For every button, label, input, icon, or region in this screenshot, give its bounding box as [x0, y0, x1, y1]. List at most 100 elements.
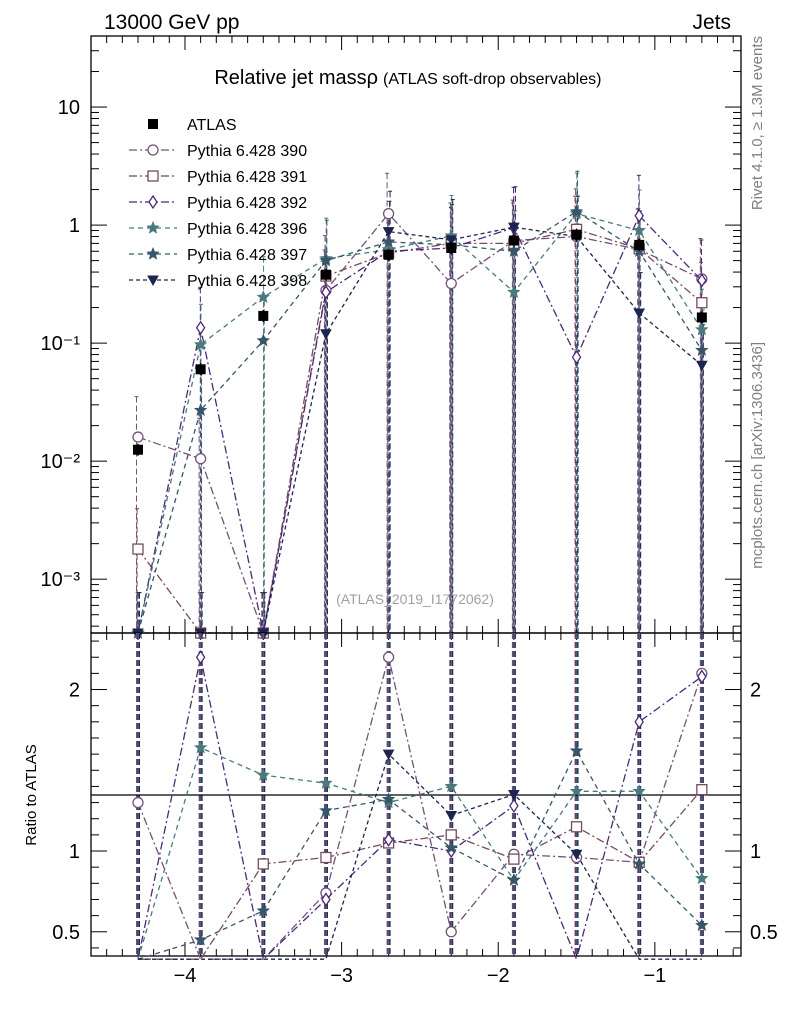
- marker-star: [193, 740, 208, 754]
- marker-star: [695, 918, 709, 932]
- marker-data: [195, 364, 206, 375]
- mcplots-label: mcplots.cern.ch [arXiv:1306.3436]: [749, 342, 766, 569]
- x-tick-labels: −4 −3 −2 −1: [174, 965, 667, 987]
- watermark: (ATLAS_2019_I1772062): [336, 591, 494, 607]
- marker-square: [257, 858, 269, 870]
- ratio-line: [138, 752, 702, 960]
- marker-diamond: [148, 194, 158, 210]
- marker-star: [381, 234, 396, 248]
- ratio-plot: 0.5 0.5 1 1 2 2 Ratio to ATLAS: [23, 632, 778, 962]
- main-plot: 10⁻³ 10⁻² 10⁻¹ 1 10 Relative jet massρ (ATLA…: [41, 35, 742, 641]
- marker-diamond: [697, 273, 707, 288]
- marker-star: [319, 253, 333, 267]
- marker-triangle: [320, 329, 332, 340]
- marker-star: [256, 903, 270, 917]
- marker-star: [569, 784, 584, 797]
- ratio-tick-label: 2: [750, 680, 761, 702]
- marker-star: [193, 337, 208, 351]
- marker-star: [632, 856, 646, 870]
- marker-circle: [194, 453, 207, 465]
- marker-star: [507, 285, 521, 298]
- y-tick-label: 10⁻³: [41, 569, 81, 591]
- legend-label: Pythia 6.428 391: [187, 169, 307, 186]
- ratio-line: [137, 746, 703, 960]
- marker-star: [146, 220, 160, 234]
- marker-triangle: [147, 275, 159, 287]
- legend: ATLAS Pythia 6.428 390 Pythia 6.428 391 Pyt…: [129, 117, 307, 290]
- marker-star: [632, 223, 646, 237]
- ratio-tick-label: 1: [750, 841, 761, 863]
- marker-square: [320, 851, 332, 864]
- x-tick-label: −2: [487, 965, 510, 987]
- atlas-data-points: [132, 228, 707, 456]
- marker-square: [508, 853, 520, 865]
- marker-diamond: [634, 714, 644, 729]
- marker-data: [383, 249, 394, 260]
- marker-triangle: [570, 849, 583, 861]
- legend-label: Pythia 6.428 390: [187, 143, 307, 160]
- marker-diamond: [383, 832, 394, 847]
- marker-circle: [445, 277, 457, 290]
- marker-data: [508, 235, 519, 246]
- marker-diamond: [195, 650, 206, 665]
- marker-star: [256, 290, 270, 303]
- series-line: [137, 212, 703, 636]
- marker-star: [256, 333, 270, 347]
- y-tick-label: 10⁻¹: [41, 333, 81, 355]
- marker-circle: [132, 796, 144, 809]
- series-line: [137, 214, 703, 634]
- rivet-label: Rivet 4.1.0, ≥ 1.3M events: [749, 36, 766, 210]
- marker-data: [696, 312, 707, 323]
- marker-triangle: [445, 235, 458, 246]
- marker-star: [507, 244, 521, 257]
- marker-circle: [382, 651, 395, 663]
- legend-label: Pythia 6.428 398: [187, 273, 307, 290]
- marker-square: [696, 784, 708, 796]
- series-line: [137, 210, 703, 634]
- marker-data: [258, 310, 269, 321]
- main-ticks: 10⁻³ 10⁻² 10⁻¹ 1 10: [41, 35, 741, 633]
- legend-label: ATLAS: [187, 117, 237, 134]
- marker-star: [695, 322, 709, 336]
- marker-square: [132, 543, 144, 555]
- marker-star: [146, 246, 160, 260]
- marker-square: [445, 829, 457, 841]
- marker-circle: [132, 431, 144, 443]
- marker-square: [696, 297, 708, 309]
- y-tick-label: 1: [69, 215, 80, 237]
- marker-star: [319, 803, 333, 817]
- marker-star: [695, 343, 709, 356]
- marker-data: [571, 229, 582, 240]
- marker-triangle: [508, 790, 520, 801]
- series-line: [137, 228, 703, 634]
- marker-star: [193, 403, 208, 416]
- marker-data: [446, 242, 457, 253]
- marker-data: [132, 444, 143, 455]
- marker-diamond: [195, 320, 206, 335]
- x-tick-label: −1: [643, 965, 666, 987]
- marker-star: [569, 743, 584, 757]
- marker-star: [569, 204, 584, 218]
- legend-label: Pythia 6.428 397: [187, 247, 307, 264]
- marker-star: [632, 784, 646, 797]
- ratio-line: [137, 749, 703, 960]
- marker-star: [319, 776, 333, 789]
- chart-title: Relative jet massρ: [214, 67, 378, 89]
- marker-square: [147, 170, 159, 182]
- marker-data: [320, 269, 331, 280]
- marker-triangle: [633, 308, 646, 320]
- marker-star: [381, 792, 396, 806]
- marker-triangle: [695, 360, 708, 372]
- chart-subtitle: (ATLAS soft-drop observables): [383, 71, 601, 88]
- marker-star: [256, 768, 270, 781]
- y-tick-label: 10⁻²: [41, 451, 81, 473]
- marker-star: [444, 779, 458, 793]
- ratio-tick-label: 2: [69, 680, 80, 702]
- marker-triangle: [445, 810, 458, 822]
- marker-data: [148, 119, 158, 129]
- ratio-tick-label: 1: [69, 841, 80, 863]
- marker-star: [507, 873, 521, 886]
- marker-circle: [382, 208, 395, 220]
- ratio-series: [132, 650, 709, 962]
- marker-diamond: [509, 798, 519, 813]
